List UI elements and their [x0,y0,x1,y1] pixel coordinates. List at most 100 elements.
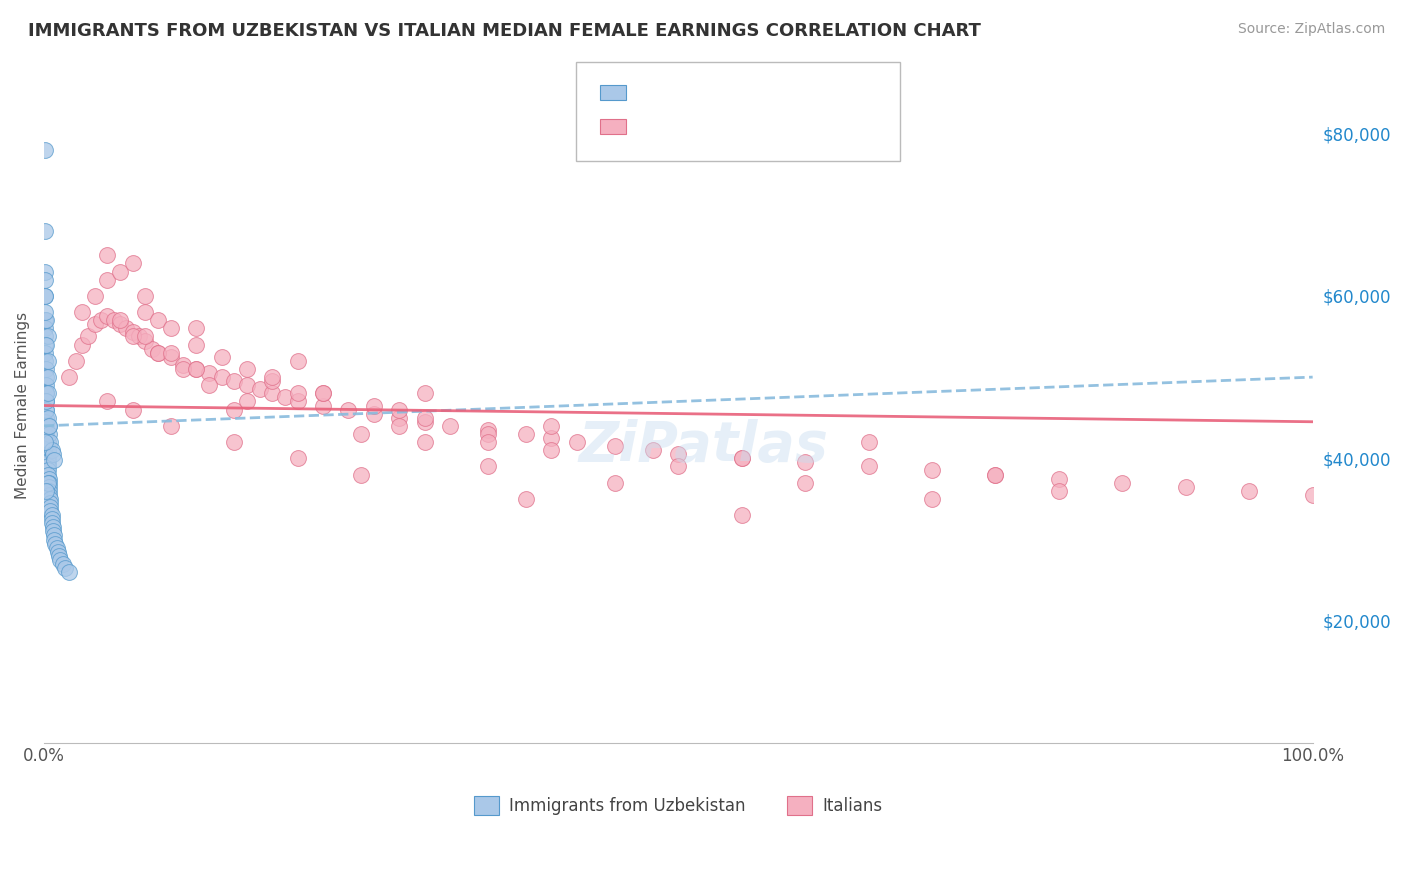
Point [363,399,385,413]
Point [34,435,56,450]
Point [34,415,56,429]
Text: N =: N = [752,83,789,102]
Point [34,289,56,303]
Point [39,500,62,514]
Point [96,309,118,323]
Point [134,329,156,343]
Point [77,329,100,343]
Point [858,435,880,450]
Point [540,418,562,433]
Point [55,561,77,575]
Point [38,488,60,502]
Point [146,313,169,327]
Point [42,447,65,461]
Point [38,472,60,486]
Point [186,362,208,376]
Point [413,415,436,429]
Point [350,467,373,482]
Point [35,426,58,441]
Point [1237,483,1260,498]
Point [34,264,56,278]
Point [287,354,309,368]
Text: IMMIGRANTS FROM UZBEKISTAN VS ITALIAN MEDIAN FEMALE EARNINGS CORRELATION CHART: IMMIGRANTS FROM UZBEKISTAN VS ITALIAN ME… [28,22,981,40]
Point [34,337,56,351]
Point [287,386,309,401]
Point [794,455,817,469]
Point [34,329,56,343]
Point [41,512,63,526]
Text: R =: R = [637,117,673,136]
Point [35,410,58,425]
Point [128,329,150,343]
Point [108,264,131,278]
Point [146,345,169,359]
Point [35,362,58,376]
Point [38,418,60,433]
Text: ZiPatlas: ZiPatlas [579,419,828,473]
Point [262,386,284,401]
Point [42,524,65,539]
Point [1047,472,1070,486]
Point [41,516,63,531]
Point [515,426,537,441]
Point [96,394,118,409]
Point [477,459,499,474]
Point [287,394,309,409]
Point [121,402,143,417]
Point [603,475,626,490]
Point [108,318,131,332]
Point [565,435,588,450]
Point [37,475,59,490]
Point [198,378,221,392]
Point [37,467,59,482]
Point [249,382,271,396]
Point [42,528,65,542]
Point [38,483,60,498]
Point [984,467,1007,482]
Point [38,475,60,490]
Point [186,321,208,335]
Point [159,418,181,433]
Point [159,350,181,364]
Point [858,459,880,474]
Point [70,305,93,319]
Point [515,491,537,506]
Point [34,143,56,157]
Point [34,224,56,238]
Point [1047,483,1070,498]
Point [34,354,56,368]
Legend: Immigrants from Uzbekistan, Italians: Immigrants from Uzbekistan, Italians [467,789,889,822]
Point [337,402,360,417]
Point [186,362,208,376]
Point [34,273,56,287]
Point [363,407,385,421]
Point [96,273,118,287]
Point [35,313,58,327]
Point [103,313,125,327]
Point [37,455,59,469]
Point [108,313,131,327]
Point [41,508,63,523]
Text: 78: 78 [800,83,821,102]
Point [1302,488,1324,502]
Point [274,391,297,405]
Point [413,435,436,450]
Point [35,483,58,498]
Text: 108: 108 [800,117,831,136]
Point [42,453,65,467]
Point [96,248,118,262]
Point [39,435,62,450]
Point [224,374,246,388]
Point [52,557,75,571]
Point [921,463,943,477]
Point [34,345,56,359]
Point [39,491,62,506]
Point [34,321,56,335]
Point [141,342,163,356]
Point [121,326,143,340]
Point [121,256,143,270]
Point [35,394,58,409]
Point [35,378,58,392]
Point [477,423,499,437]
Point [58,565,80,579]
